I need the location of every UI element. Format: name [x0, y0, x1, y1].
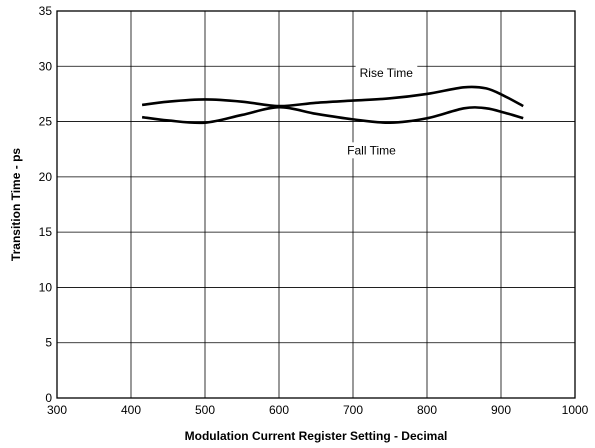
annotation-background	[355, 64, 418, 81]
annotation-label: Fall Time	[347, 143, 396, 157]
x-tick-label: 800	[417, 403, 437, 417]
grid-lines	[57, 11, 575, 398]
annotation-label: Rise Time	[360, 66, 414, 80]
annotation-background	[343, 142, 401, 159]
fall-time-line	[141, 105, 524, 125]
y-tick-label: 25	[39, 115, 53, 129]
y-tick-label: 5	[45, 336, 52, 350]
x-tick-label: 300	[47, 403, 67, 417]
x-tick-label: 700	[343, 403, 363, 417]
x-tick-labels: 300 400 500 600 700 800 900 1000	[47, 403, 589, 417]
y-tick-label: 20	[39, 170, 53, 184]
x-tick-label: 1000	[562, 403, 589, 417]
y-tick-label: 30	[39, 59, 53, 73]
y-axis-title: Transition Time - ps	[9, 148, 23, 261]
y-tick-label: 15	[39, 225, 53, 239]
y-tick-label: 35	[39, 4, 53, 18]
annotations: Rise Time Fall Time	[343, 64, 418, 159]
plot-frame	[56, 10, 576, 399]
y-tick-label: 10	[39, 280, 53, 294]
x-tick-label: 600	[269, 403, 289, 417]
series-lines	[141, 85, 524, 125]
x-tick-label: 500	[195, 403, 215, 417]
y-tick-label: 0	[45, 391, 52, 405]
x-axis-title: Modulation Current Register Setting - De…	[185, 429, 448, 443]
x-tick-label: 400	[121, 403, 141, 417]
y-tick-labels: 0 5 10 15 20 25 30 35	[39, 4, 53, 405]
x-tick-label: 900	[491, 403, 511, 417]
rise-time-line	[141, 85, 524, 108]
